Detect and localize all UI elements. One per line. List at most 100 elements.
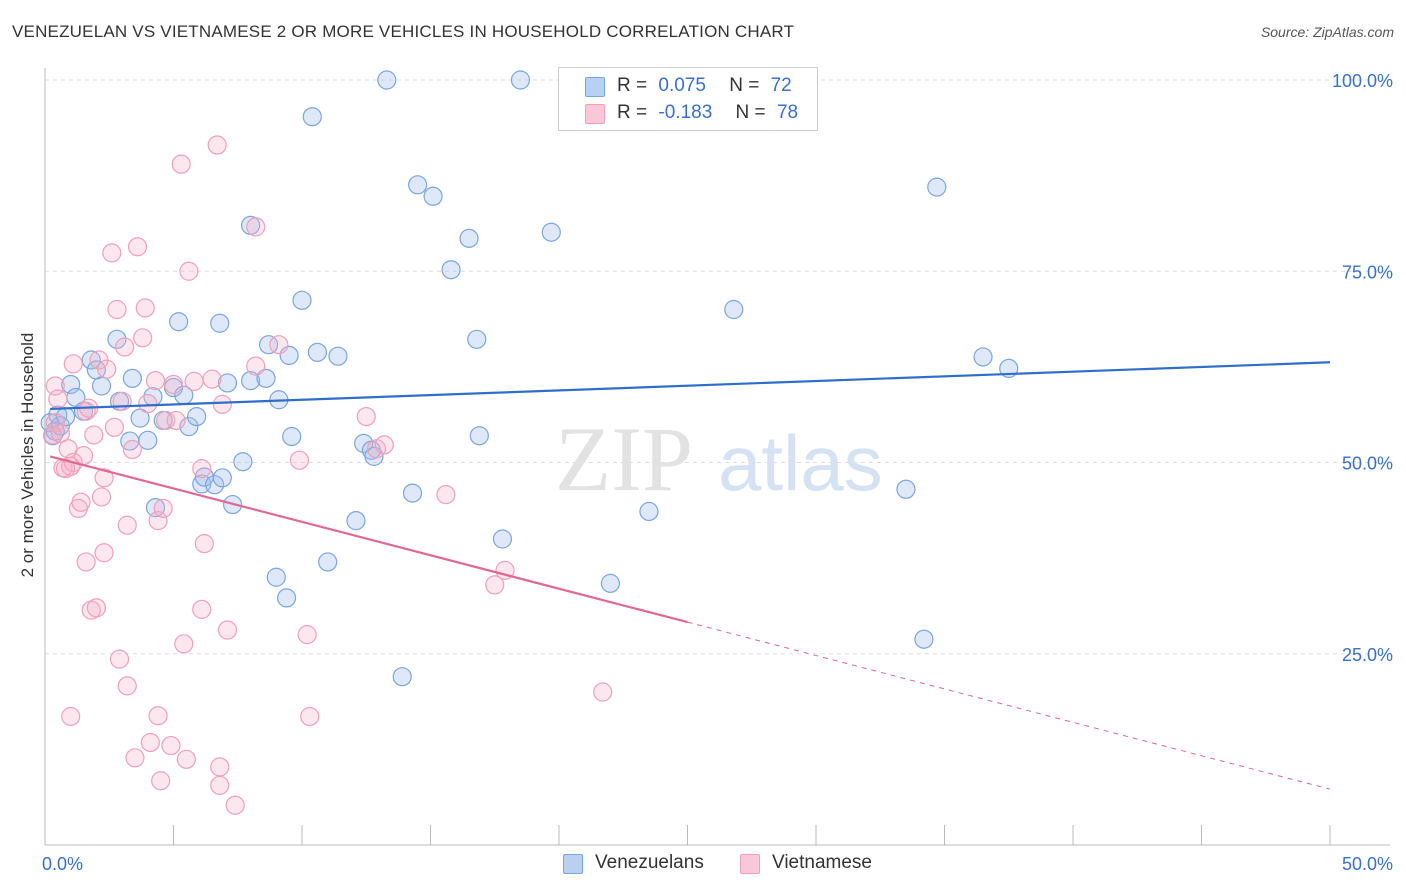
vietnamese-point [122,439,142,460]
vietnamese-point [202,369,222,389]
legend-r-label: R = [617,75,648,96]
legend-r-value: 0.075 [658,75,706,96]
venezuelans-point [122,368,142,388]
vietnamese-point [63,354,83,374]
venezuelans-point [233,452,253,472]
source-label: Source: ZipAtlas.com [1260,24,1394,40]
venezuelans-point [492,529,513,549]
venezuelans-trend-line [50,361,1331,411]
venezuelans-point [258,335,279,355]
venezuelans-point [459,228,479,248]
vietnamese-trend-line-dashed [687,621,1331,790]
venezuelans-point [138,430,158,450]
venezuelans-point [927,177,947,197]
venezuelans-point [187,407,207,427]
venezuelans-point [724,299,744,320]
vietnamese-point [163,374,184,395]
vietnamese-point [179,261,199,281]
venezuelans-point [639,501,659,522]
vietnamese-point [94,543,114,563]
vietnamese-point [151,771,171,791]
venezuelans-point [318,552,338,572]
y-tick-label: 100.0% [1332,71,1393,91]
vietnamese-point [207,135,227,155]
vietnamese-point [97,359,117,379]
venezuelans-legend-label: Venezuelans [595,852,704,873]
venezuelans-point [302,107,322,127]
venezuelans-point [81,350,101,370]
vietnamese-point [135,298,155,318]
vietnamese-point [61,706,81,727]
venezuelans-point [377,70,397,90]
venezuelans-point [896,479,916,499]
vietnamese-point [192,459,212,479]
venezuelans-point [328,346,348,366]
vietnamese-point [225,795,245,815]
vietnamese-point [593,682,613,702]
gridlines [45,79,1390,655]
vietnamese-trend-line [49,455,688,624]
watermark-text: ZIP [555,408,693,510]
legend-r-value: -0.183 [658,102,713,123]
venezuelans-point [423,186,443,206]
venezuelans-point [510,70,531,90]
venezuelans-point [282,426,302,447]
vietnamese-point [107,299,127,320]
vietnamese-point [269,335,289,355]
axes: 0.0% 50.0% [42,68,1393,874]
vietnamese-point [125,748,145,768]
venezuelans-point [107,329,127,349]
venezuelans-point [241,371,261,391]
vietnamese-point [192,599,212,619]
vietnamese-point [84,425,104,445]
vietnamese-point [356,407,376,427]
vietnamese-point [138,393,158,414]
watermark: ZIP atlas [555,408,883,510]
venezuelans-legend-icon [563,854,583,874]
vietnamese-point [171,154,191,174]
vietnamese-point [212,394,232,414]
venezuelans-point [212,468,232,488]
y-tick-label: 75.0% [1342,262,1393,282]
data-points [40,70,1019,815]
vietnamese-point [50,423,71,444]
venezuelans-swatch-icon [585,77,605,97]
venezuelans-point [276,588,297,608]
venezuelans-point [541,222,561,242]
vietnamese-point [43,425,63,445]
chart-title: VENEZUELAN VS VIETNAMESE 2 OR MORE VEHIC… [12,22,795,41]
vietnamese-point [102,243,122,263]
vietnamese-point [246,356,266,376]
legend-n-value: 78 [776,102,799,123]
vietnamese-point [133,328,153,348]
vietnamese-swatch-icon [585,104,605,124]
vietnamese-point [145,371,166,391]
venezuelans-point [292,290,312,310]
venezuelans-point [307,342,328,362]
vietnamese-point [485,575,505,595]
vietnamese-legend-icon [740,854,760,874]
venezuelans-point [402,483,423,503]
x-tick-label: 0.0% [42,854,83,874]
vietnamese-point [71,492,91,512]
vietnamese-point [174,634,194,654]
vietnamese-point [210,775,230,795]
legend-r-label: R = [617,102,648,123]
venezuelans-point [210,313,230,333]
vietnamese-point [148,511,168,531]
vietnamese-point [115,337,135,357]
vietnamese-point [217,620,238,640]
venezuelans-point [346,511,366,531]
vietnamese-point [73,446,94,466]
vietnamese-point [436,485,456,505]
vietnamese-point [289,450,310,470]
vietnamese-point [45,376,65,396]
legend-n-label: N = [729,75,760,96]
vietnamese-point [140,732,160,753]
x-tick-label: 50.0% [1342,854,1393,874]
y-tick-label: 50.0% [1342,454,1393,474]
vietnamese-point [374,435,394,455]
venezuelans-point [408,175,428,195]
venezuelans-point [256,368,276,388]
